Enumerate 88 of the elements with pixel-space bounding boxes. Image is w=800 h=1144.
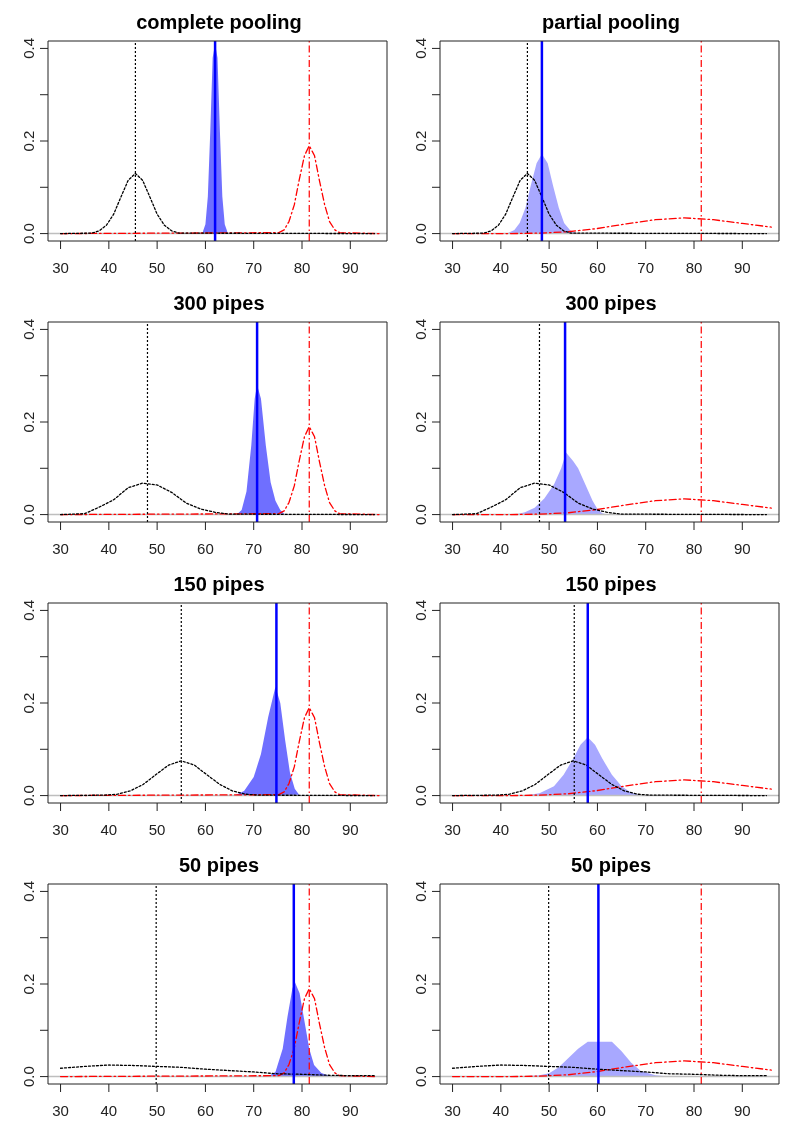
x-tick-label: 50: [540, 1102, 558, 1119]
chart-title: 300 pipes: [172, 291, 266, 316]
x-tick-label: 40: [492, 540, 510, 557]
y-tick-label: 0.0: [20, 1066, 37, 1088]
y-tick-label: 0.2: [20, 130, 37, 152]
x-tick-label: 50: [148, 1102, 166, 1119]
x-tick-label: 60: [589, 1102, 606, 1119]
chart-title: partial pooling: [541, 10, 681, 35]
x-tick-label: 70: [245, 259, 263, 276]
y-tick-label: 0.4: [20, 318, 37, 340]
x-tick-label: 50: [148, 821, 166, 838]
y-tick-label: 0.2: [412, 130, 429, 152]
x-tick-label: 70: [637, 1102, 655, 1119]
x-tick-label: 90: [341, 259, 359, 276]
x-tick-label: 30: [444, 1102, 461, 1119]
y-tick-label: 0.2: [412, 973, 429, 995]
chart-title: complete pooling: [135, 10, 303, 35]
y-tick-label: 0.0: [20, 223, 37, 245]
x-tick-label: 80: [685, 1102, 703, 1119]
x-tick-label: 30: [52, 1102, 69, 1119]
x-tick-label: 80: [293, 821, 311, 838]
x-tick-label: 90: [733, 259, 751, 276]
y-tick-label: 0.0: [412, 785, 429, 807]
x-tick-label: 70: [637, 259, 655, 276]
y-tick-label: 0.4: [412, 318, 429, 340]
y-tick-label: 0.0: [20, 504, 37, 526]
x-tick-label: 40: [100, 1102, 118, 1119]
x-tick-label: 40: [100, 259, 118, 276]
x-tick-label: 70: [637, 821, 655, 838]
x-tick-label: 70: [245, 821, 263, 838]
y-tick-label: 0.4: [20, 880, 37, 902]
y-tick-label: 0.0: [412, 1066, 429, 1088]
chart-title: 50 pipes: [177, 853, 260, 878]
x-tick-label: 70: [637, 540, 655, 557]
x-tick-label: 80: [293, 1102, 311, 1119]
x-tick-label: 90: [733, 1102, 751, 1119]
y-tick-label: 0.0: [412, 223, 429, 245]
x-tick-label: 90: [341, 821, 359, 838]
x-tick-label: 40: [100, 821, 118, 838]
x-tick-label: 40: [492, 1102, 510, 1119]
y-tick-label: 0.2: [412, 692, 429, 714]
y-tick-label: 0.4: [412, 880, 429, 902]
x-tick-label: 30: [52, 821, 69, 838]
x-tick-label: 40: [492, 259, 510, 276]
x-tick-label: 50: [148, 259, 166, 276]
x-tick-label: 90: [341, 1102, 359, 1119]
x-tick-label: 60: [197, 259, 214, 276]
x-tick-label: 80: [685, 821, 703, 838]
chart-title: 50 pipes: [569, 853, 652, 878]
x-tick-label: 40: [492, 821, 510, 838]
x-tick-label: 90: [341, 540, 359, 557]
y-tick-label: 0.4: [412, 37, 429, 59]
y-tick-label: 0.0: [20, 785, 37, 807]
x-tick-label: 30: [444, 540, 461, 557]
x-tick-label: 70: [245, 1102, 263, 1119]
x-tick-label: 80: [293, 259, 311, 276]
chart-title: 150 pipes: [564, 572, 658, 597]
y-tick-label: 0.2: [20, 411, 37, 433]
x-tick-label: 50: [540, 259, 558, 276]
x-tick-label: 30: [52, 540, 69, 557]
x-tick-label: 60: [197, 821, 214, 838]
x-tick-label: 50: [540, 821, 558, 838]
chart-title: 300 pipes: [564, 291, 658, 316]
y-tick-label: 0.0: [412, 504, 429, 526]
x-tick-label: 60: [589, 540, 606, 557]
x-tick-label: 30: [444, 821, 461, 838]
x-tick-label: 30: [52, 259, 69, 276]
x-tick-label: 80: [685, 540, 703, 557]
x-tick-label: 60: [589, 259, 606, 276]
x-tick-label: 40: [100, 540, 118, 557]
x-tick-label: 70: [245, 540, 263, 557]
x-tick-label: 90: [733, 540, 751, 557]
x-tick-label: 80: [293, 540, 311, 557]
x-tick-label: 90: [733, 821, 751, 838]
x-tick-label: 60: [589, 821, 606, 838]
y-tick-label: 0.4: [20, 37, 37, 59]
chart-title: 150 pipes: [172, 572, 266, 597]
x-tick-label: 60: [197, 540, 214, 557]
y-tick-label: 0.2: [20, 692, 37, 714]
x-tick-label: 60: [197, 1102, 214, 1119]
y-tick-label: 0.4: [412, 599, 429, 621]
y-tick-label: 0.2: [20, 973, 37, 995]
x-tick-label: 50: [148, 540, 166, 557]
y-tick-label: 0.2: [412, 411, 429, 433]
x-tick-label: 30: [444, 259, 461, 276]
y-tick-label: 0.4: [20, 599, 37, 621]
x-tick-label: 50: [540, 540, 558, 557]
x-tick-label: 80: [685, 259, 703, 276]
